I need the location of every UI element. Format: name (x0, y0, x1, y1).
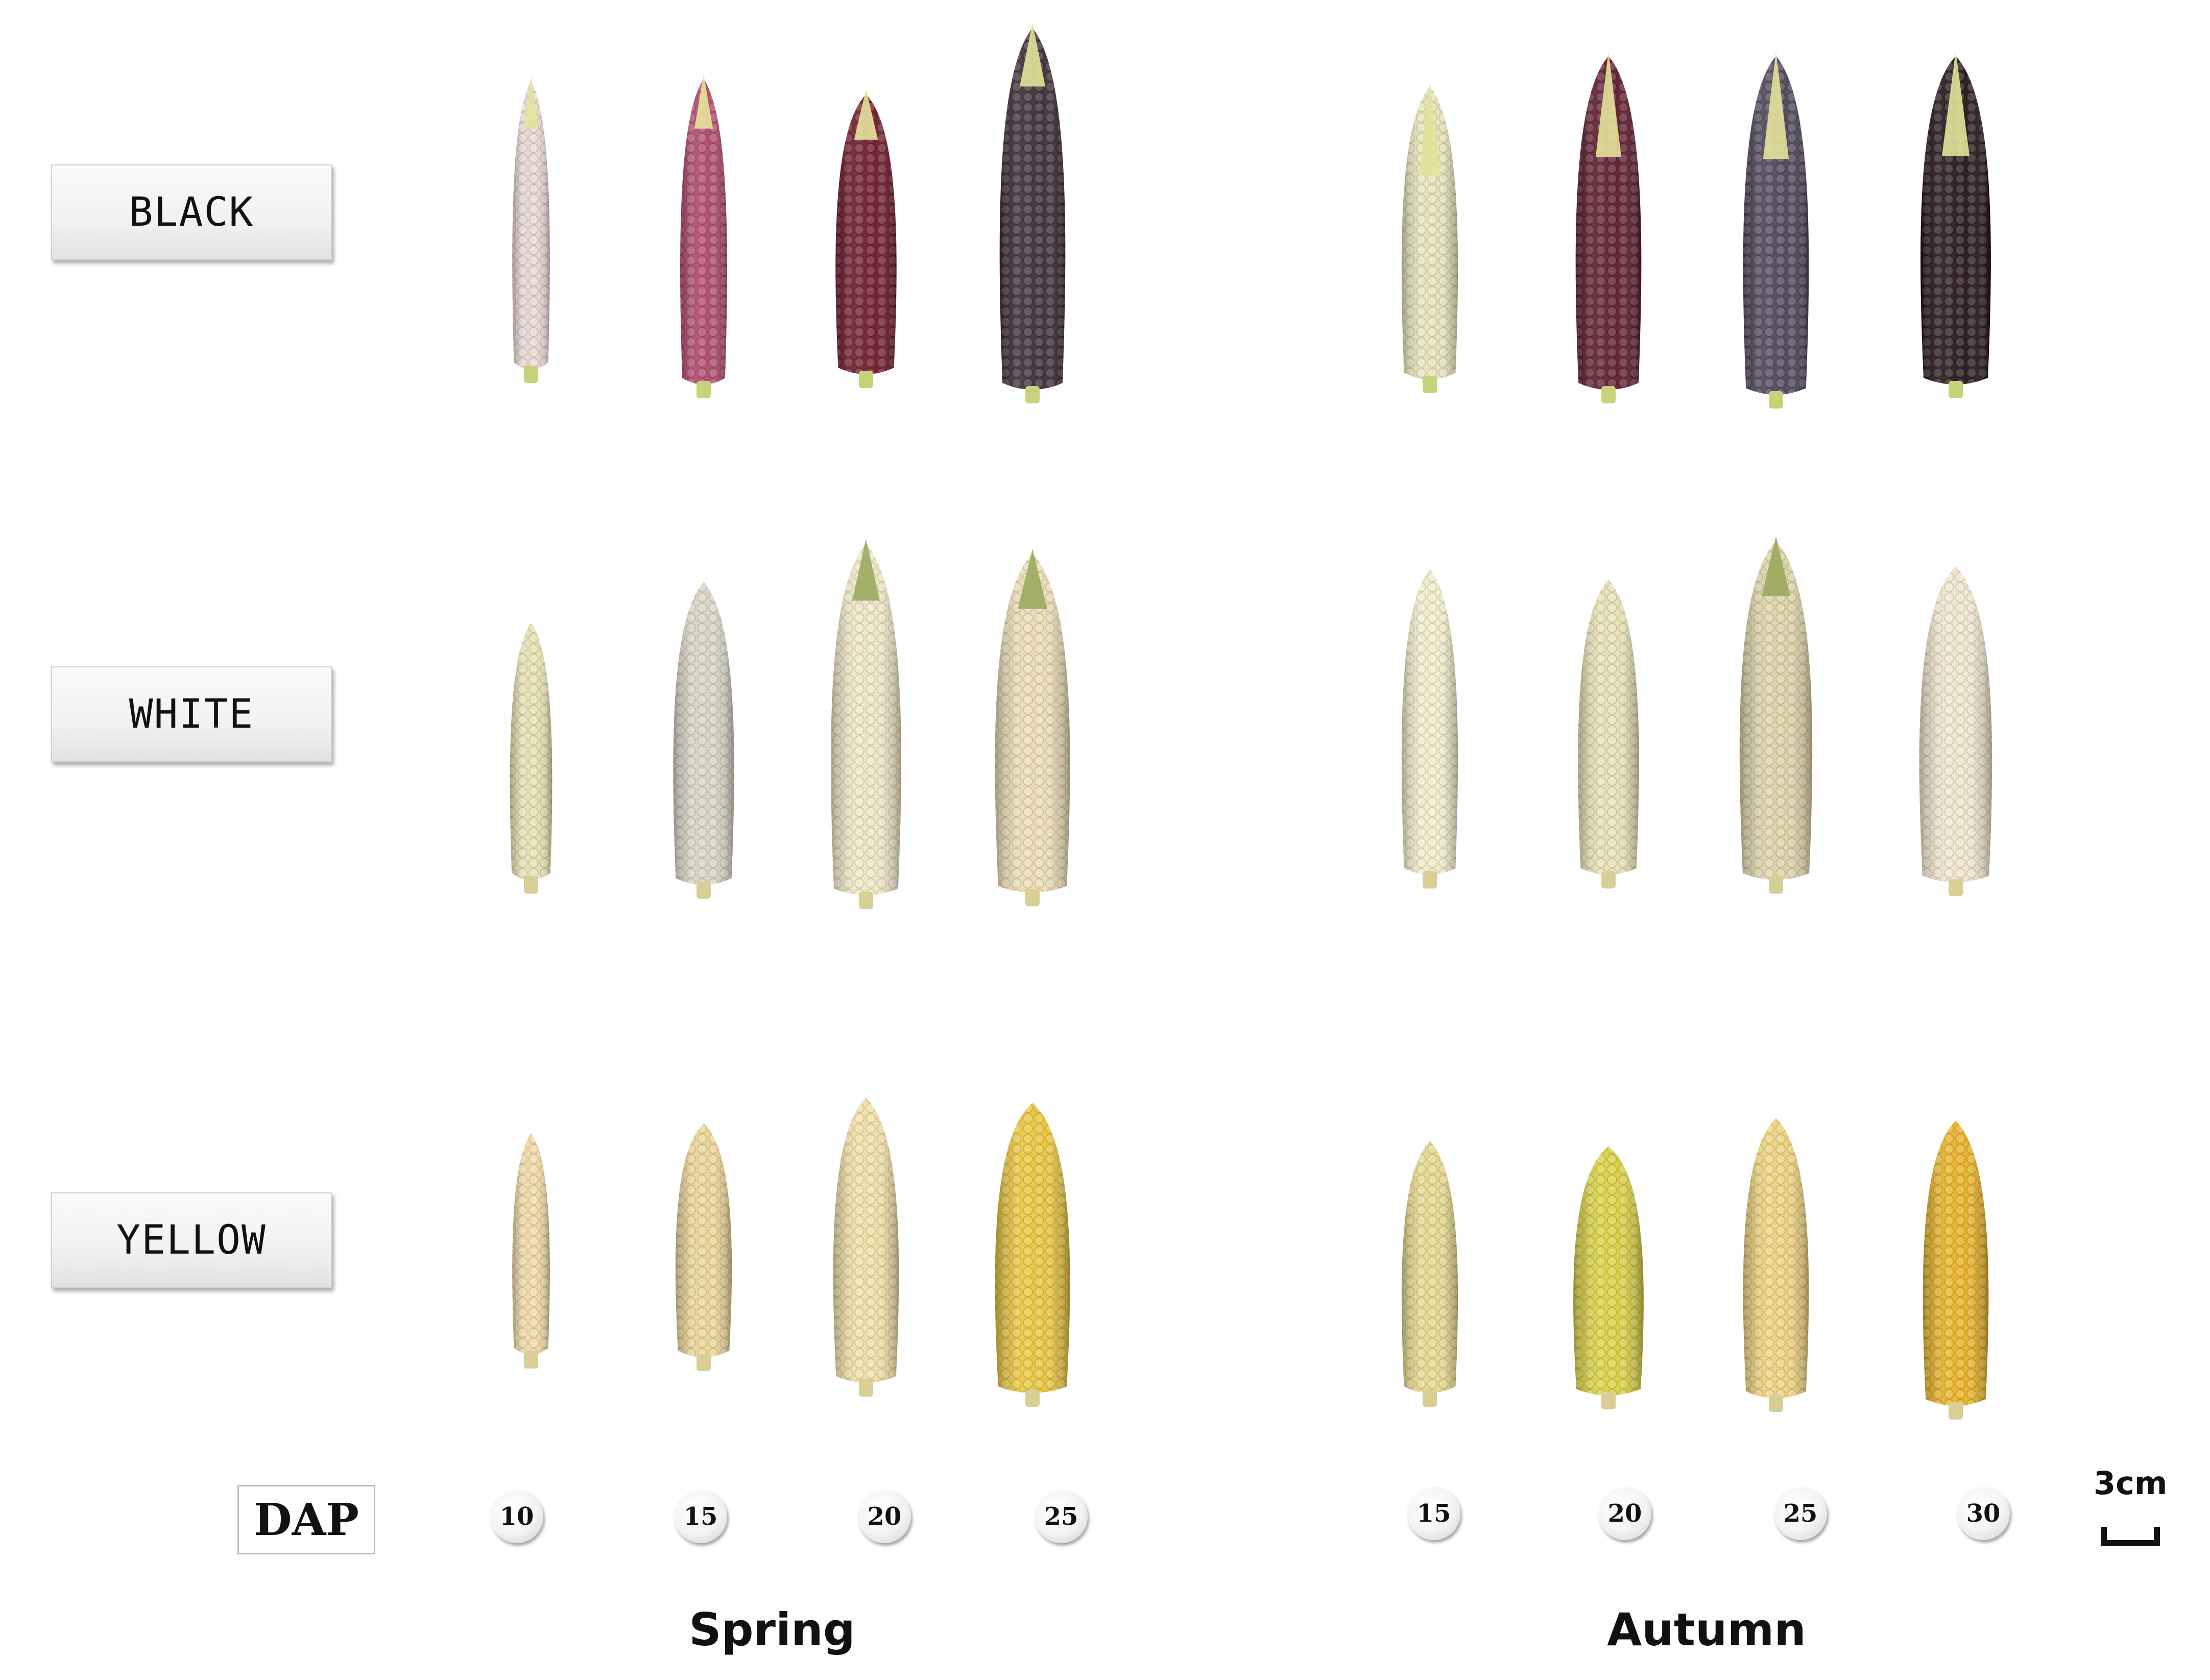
dap-label: DAP (237, 1485, 375, 1554)
row-label-black: BLACK (51, 164, 332, 260)
corn-ear-white-autumn-25 (1739, 536, 1813, 894)
scale-bar-label: 3cm (2094, 1465, 2168, 1502)
dap-spring-10: 10 (490, 1490, 543, 1543)
corn-ear-yellow-spring-20 (833, 1098, 899, 1397)
dap-spring-20: 20 (858, 1490, 911, 1543)
corn-ear-black-autumn-25 (1743, 51, 1809, 409)
corn-ear-white-autumn-15 (1401, 569, 1458, 889)
corn-ear-yellow-autumn-20 (1573, 1146, 1644, 1409)
corn-ear-white-spring-20 (831, 539, 901, 909)
corn-ear-black-spring-20 (835, 89, 897, 388)
dap-spring-15: 15 (674, 1490, 727, 1543)
corn-ear-white-spring-10 (510, 623, 552, 894)
scale-bar (2101, 1527, 2160, 1546)
dap-autumn-30: 30 (1957, 1487, 2010, 1540)
corn-ear-black-autumn-30 (1920, 51, 1991, 398)
dap-autumn-15: 15 (1407, 1487, 1460, 1540)
row-label-white: WHITE (51, 666, 332, 762)
corn-ear-black-spring-10 (512, 77, 550, 383)
corn-ear-yellow-autumn-30 (1923, 1121, 1989, 1420)
season-autumn: Autumn (1607, 1603, 1806, 1656)
corn-ear-white-autumn-30 (1919, 567, 1992, 896)
corn-ear-yellow-spring-25 (995, 1103, 1070, 1407)
corn-ear-yellow-autumn-15 (1401, 1141, 1458, 1407)
corn-ear-yellow-spring-15 (675, 1123, 732, 1371)
dap-autumn-20: 20 (1598, 1487, 1651, 1540)
corn-ear-black-autumn-15 (1401, 82, 1458, 393)
corn-ear-white-spring-15 (673, 582, 734, 899)
corn-ear-yellow-autumn-25 (1743, 1118, 1809, 1412)
season-spring: Spring (689, 1603, 855, 1656)
row-label-yellow: YELLOW (51, 1192, 332, 1288)
corn-ear-black-spring-25 (999, 23, 1066, 403)
dap-spring-25: 25 (1035, 1490, 1088, 1543)
corn-ear-black-autumn-20 (1575, 51, 1642, 403)
corn-ear-yellow-spring-10 (512, 1134, 550, 1369)
dap-autumn-25: 25 (1774, 1487, 1827, 1540)
corn-ear-white-spring-25 (995, 549, 1070, 906)
corn-ear-white-autumn-20 (1578, 580, 1639, 889)
corn-ear-black-spring-15 (680, 74, 727, 398)
